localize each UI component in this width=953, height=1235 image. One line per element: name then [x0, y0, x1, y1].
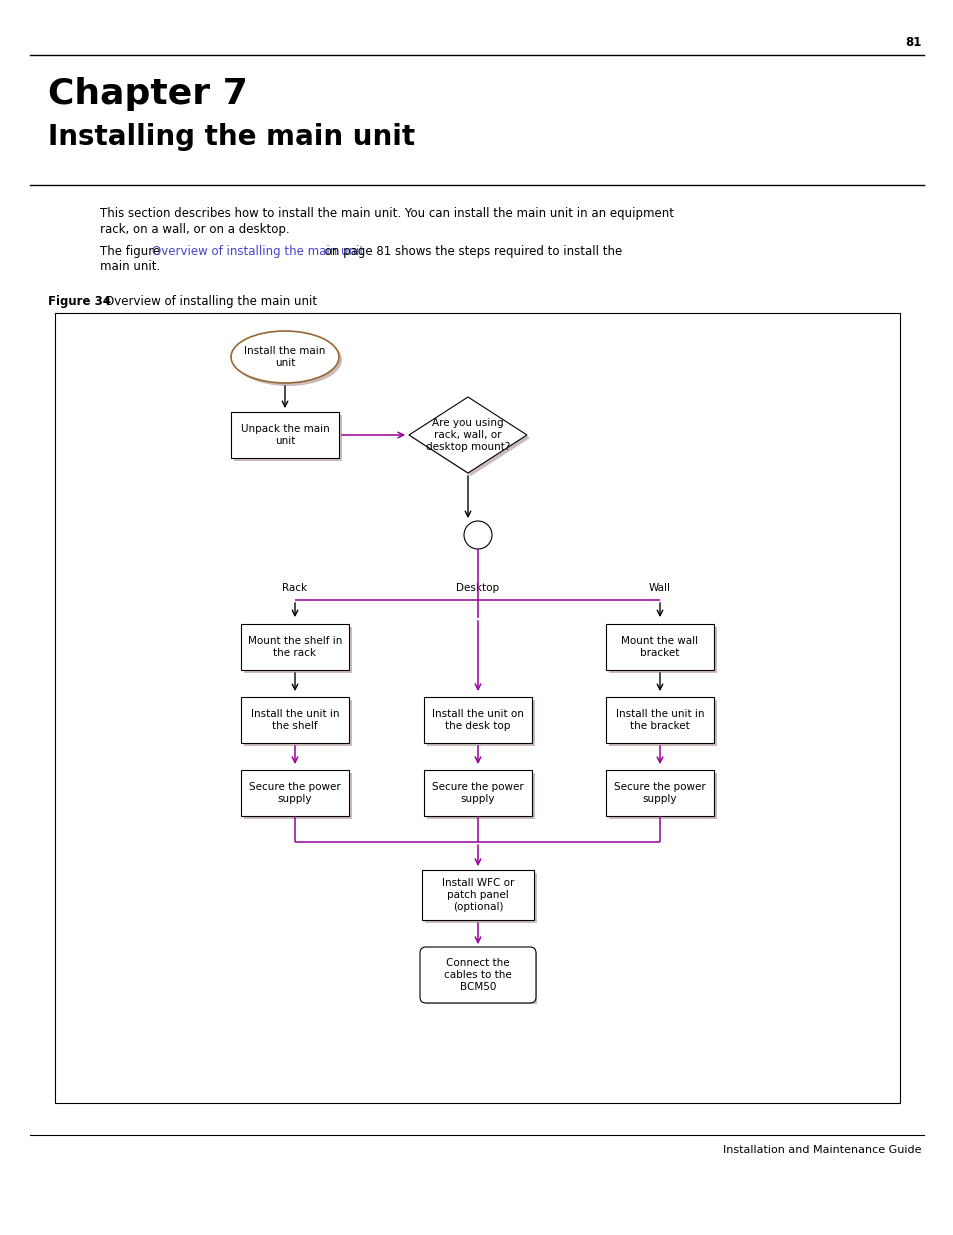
Bar	[244, 627, 352, 673]
Text: Installation and Maintenance Guide: Installation and Maintenance Guide	[722, 1145, 921, 1155]
Bar	[605, 697, 713, 743]
Bar	[424, 952, 537, 1004]
Text: Chapter 7: Chapter 7	[48, 77, 248, 111]
Text: Install the unit on
the desk top: Install the unit on the desk top	[432, 709, 523, 731]
Bar	[244, 773, 352, 819]
Text: Secure the power
supply: Secure the power supply	[249, 782, 340, 804]
Bar	[241, 769, 349, 816]
Text: Overview of installing the main unit: Overview of installing the main unit	[152, 245, 363, 258]
Text: Wall: Wall	[648, 583, 670, 593]
Text: Installing the main unit: Installing the main unit	[48, 124, 415, 151]
Bar	[427, 700, 535, 746]
Bar	[608, 627, 717, 673]
Text: Figure 34: Figure 34	[48, 295, 111, 308]
Bar	[241, 697, 349, 743]
Bar	[244, 700, 352, 746]
Bar	[231, 412, 338, 458]
Text: Install WFC or
patch panel
(optional): Install WFC or patch panel (optional)	[441, 878, 514, 913]
Text: Are you using
rack, wall, or
desktop mount?: Are you using rack, wall, or desktop mou…	[425, 417, 510, 452]
Bar	[427, 773, 535, 819]
FancyBboxPatch shape	[419, 947, 536, 1003]
Text: Mount the shelf in
the rack: Mount the shelf in the rack	[248, 636, 342, 658]
Bar	[421, 869, 534, 920]
Polygon shape	[409, 396, 526, 473]
Bar	[423, 769, 532, 816]
Text: The figure: The figure	[100, 245, 164, 258]
Circle shape	[463, 521, 492, 550]
Bar	[605, 769, 713, 816]
Text: on page 81 shows the steps required to install the: on page 81 shows the steps required to i…	[320, 245, 621, 258]
Text: main unit.: main unit.	[100, 261, 160, 273]
Text: This section describes how to install the main unit. You can install the main un: This section describes how to install th…	[100, 207, 673, 220]
Text: rack, on a wall, or on a desktop.: rack, on a wall, or on a desktop.	[100, 224, 290, 236]
Text: Connect the
cables to the
BCM50: Connect the cables to the BCM50	[444, 957, 512, 993]
Ellipse shape	[231, 331, 338, 383]
Bar	[241, 624, 349, 671]
Text: Rack: Rack	[282, 583, 307, 593]
Text: Mount the wall
bracket: Mount the wall bracket	[620, 636, 698, 658]
Text: Install the unit in
the shelf: Install the unit in the shelf	[251, 709, 339, 731]
Text: Unpack the main
unit: Unpack the main unit	[240, 424, 329, 446]
Ellipse shape	[233, 333, 341, 387]
Bar	[608, 700, 717, 746]
Text: Secure the power
supply: Secure the power supply	[614, 782, 705, 804]
Bar	[233, 415, 341, 461]
Text: 81: 81	[904, 36, 921, 49]
Bar	[608, 773, 717, 819]
Bar	[424, 873, 537, 923]
Text: Install the unit in
the bracket: Install the unit in the bracket	[615, 709, 703, 731]
Polygon shape	[412, 400, 530, 475]
Text: Desktop: Desktop	[456, 583, 499, 593]
Bar	[55, 312, 899, 1103]
Bar	[423, 697, 532, 743]
Bar	[605, 624, 713, 671]
Text: Secure the power
supply: Secure the power supply	[432, 782, 523, 804]
Text: Install the main
unit: Install the main unit	[244, 346, 325, 368]
Text: Overview of installing the main unit: Overview of installing the main unit	[105, 295, 316, 308]
